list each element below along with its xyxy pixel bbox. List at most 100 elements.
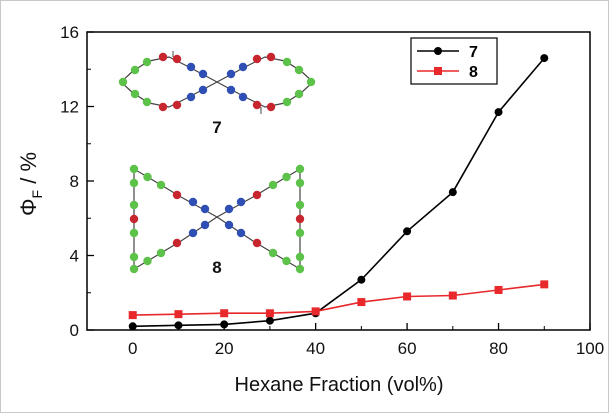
molecule-7-green-unit <box>130 65 140 75</box>
x-tick-label: 80 <box>489 339 508 358</box>
y-tick-label: 16 <box>60 23 79 42</box>
legend-label-7: 7 <box>469 44 478 61</box>
x-axis-ticks: 0 20 40 60 80 100 <box>128 323 604 358</box>
x-tick-label: 100 <box>576 339 604 358</box>
molecule-7-green-unit <box>306 77 316 87</box>
y-axis-label-symbol: Φ <box>16 198 41 216</box>
molecule-7-red-unit <box>172 54 182 64</box>
molecule-7-left-loop-bonds <box>120 56 218 108</box>
data-point-7 <box>265 316 274 325</box>
molecule-7-right-loop-bonds <box>216 56 314 108</box>
molecule-8-green-unit <box>268 248 278 258</box>
molecule-8-green-unit <box>295 200 305 210</box>
molecule-8-blue-unit <box>236 197 246 207</box>
molecule-8-green-unit <box>295 252 305 262</box>
x-axis-label: Hexane Fraction (vol%) <box>235 374 444 396</box>
molecule-7-red-unit <box>252 100 262 110</box>
data-point-7 <box>357 275 366 284</box>
molecule-8-green-unit <box>143 256 152 266</box>
molecule-7-blue-unit <box>238 62 248 72</box>
data-point-8 <box>357 298 366 307</box>
legend-marker-8 <box>434 67 442 75</box>
molecule-7-blue-unit <box>226 85 236 95</box>
molecule-7-red-unit <box>266 102 276 112</box>
legend-box <box>410 37 498 85</box>
molecule-7-green-unit <box>282 97 292 107</box>
data-point-7 <box>220 320 229 329</box>
molecule-7-red-unit <box>158 52 168 62</box>
molecule-8-blue-unit <box>188 228 198 238</box>
series-group <box>128 54 549 331</box>
y-axis-ticks: 0 4 8 12 16 <box>60 23 94 340</box>
molecule-8-green-unit <box>129 200 139 210</box>
x-tick-label: 0 <box>128 339 137 358</box>
data-point-7 <box>128 322 137 331</box>
data-point-8 <box>403 292 412 301</box>
molecule-8-label: 8 <box>212 258 221 277</box>
molecule-8-green-unit <box>156 180 166 190</box>
molecule-8-green-unit <box>295 164 305 174</box>
molecule-7-green-unit <box>142 57 152 67</box>
data-point-8 <box>174 310 183 319</box>
molecule-8-green-unit <box>282 256 291 266</box>
molecule-8-red-unit <box>172 190 182 200</box>
data-point-7 <box>448 188 457 197</box>
molecule-7-red-unit <box>158 102 168 112</box>
data-point-7 <box>494 108 503 117</box>
data-point-8 <box>311 307 320 316</box>
y-axis-label: ΦF / % <box>16 152 45 216</box>
molecule-8-right-wing-bonds <box>216 167 301 271</box>
molecule-8-blue-unit <box>200 204 210 214</box>
plot-frame <box>86 31 591 331</box>
molecule-7-blue-unit <box>238 92 248 102</box>
x-tick-label: 40 <box>306 339 325 358</box>
data-point-7 <box>174 321 183 330</box>
molecule-7-green-unit <box>142 97 152 107</box>
molecule-7-green-unit <box>130 89 140 99</box>
molecule-8-blue-unit <box>236 228 246 238</box>
data-point-8 <box>220 309 229 318</box>
y-tick-label: 0 <box>70 321 79 340</box>
y-tick-label: 12 <box>60 98 79 117</box>
data-point-8 <box>448 291 457 300</box>
molecule-7-blue-unit <box>186 92 196 102</box>
molecule-7-blue-unit <box>226 69 236 79</box>
molecule-8-blue-unit <box>224 220 234 230</box>
y-axis-label-suffix: / % <box>16 152 41 190</box>
molecule-8-red-unit <box>252 238 262 248</box>
molecule-8-red-unit <box>295 214 305 224</box>
molecule-8-green-unit <box>129 164 139 174</box>
molecule-7-red-unit <box>252 54 262 64</box>
molecule-7-green-unit <box>294 65 304 75</box>
y-tick-label: 4 <box>70 247 79 266</box>
series-line-8 <box>132 283 545 316</box>
molecule-8-blue-unit <box>188 197 198 207</box>
data-point-7 <box>403 227 412 236</box>
molecule-8-blue-unit <box>200 220 210 230</box>
y-axis-label-subscript: F <box>29 190 45 199</box>
legend-label-8: 8 <box>469 64 478 81</box>
molecule-8-green-unit <box>129 178 139 188</box>
molecule-7-blue-unit <box>198 85 208 95</box>
molecule-8-green-unit <box>129 264 139 274</box>
molecule-8-left-wing-bonds <box>133 167 218 271</box>
series-line-7 <box>132 57 545 328</box>
data-point-8 <box>540 280 549 289</box>
molecule-7-green-unit <box>282 57 292 67</box>
molecule-7-structure <box>118 51 316 114</box>
molecule-7-label: 7 <box>212 118 221 137</box>
molecule-7-blue-unit <box>186 62 196 72</box>
x-tick-label: 60 <box>398 339 417 358</box>
data-point-8 <box>128 311 137 320</box>
molecule-8-green-unit <box>268 180 278 190</box>
molecule-8-green-unit <box>156 248 166 258</box>
data-point-8 <box>265 309 274 318</box>
molecule-7-green-unit <box>294 89 304 99</box>
molecule-8-green-unit <box>143 172 152 182</box>
molecule-8-red-unit <box>172 238 182 248</box>
molecule-8-blue-unit <box>224 204 234 214</box>
molecule-8-green-unit <box>295 178 305 188</box>
molecule-8-green-unit <box>282 172 291 182</box>
